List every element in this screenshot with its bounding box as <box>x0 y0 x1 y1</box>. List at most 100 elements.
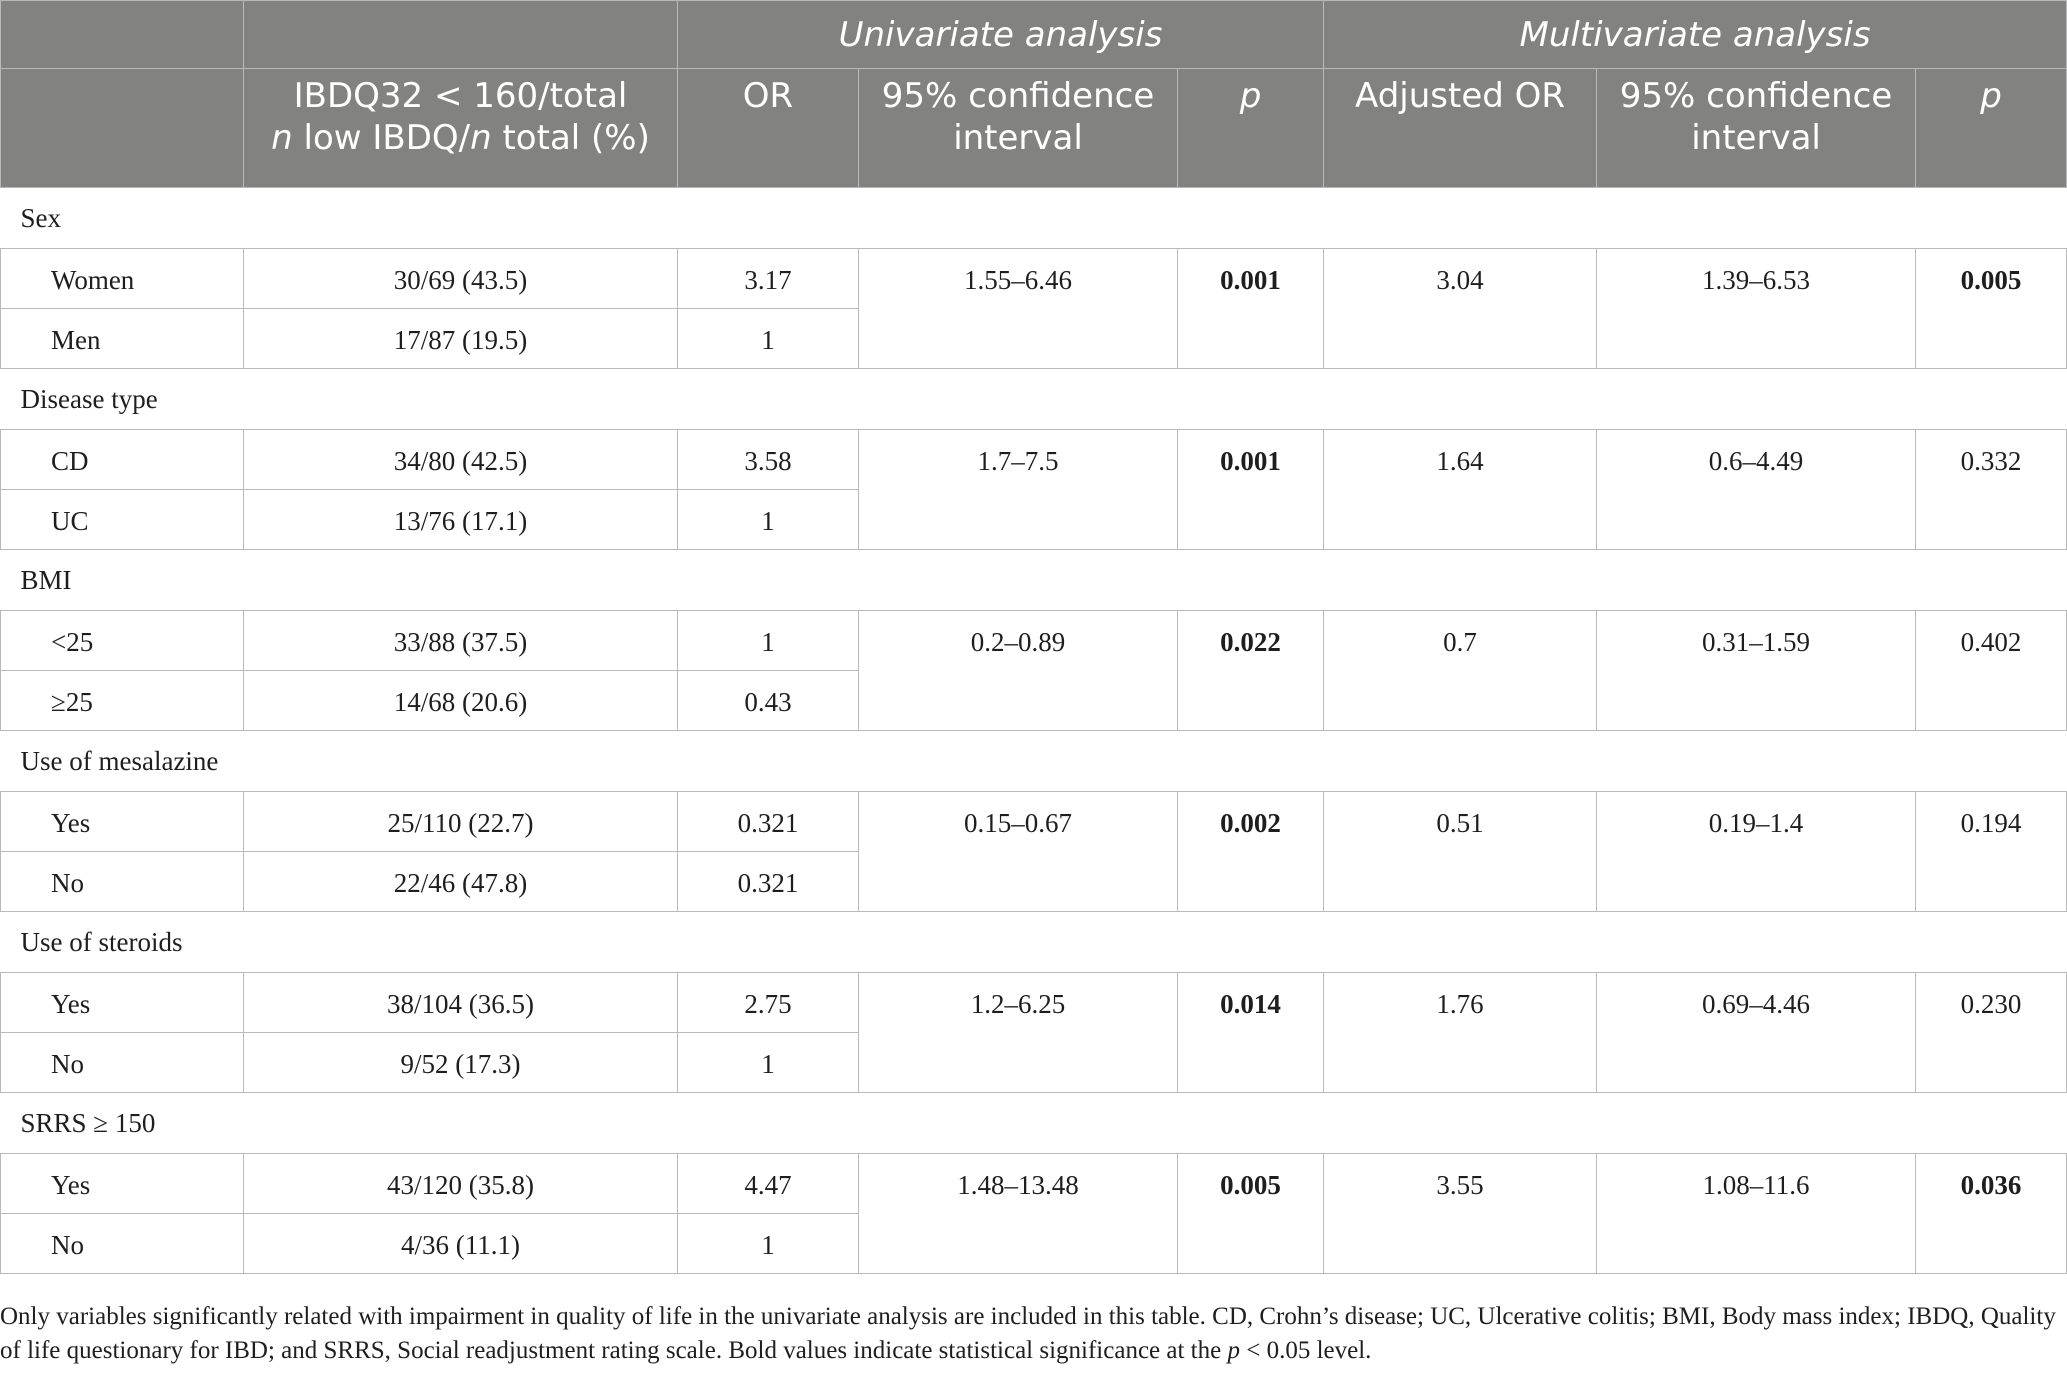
header-blank-1 <box>0 0 244 69</box>
adj-or-cell: 3.55 <box>1323 1153 1598 1274</box>
table-row: Women 30/69 (43.5) 3.17 1.55–6.46 0.001 3.04 1… <box>0 248 2067 369</box>
row-label: Yes <box>0 791 244 852</box>
row-label: ≥25 <box>0 670 244 731</box>
footnote-part2: < 0.05 level. <box>1239 1337 1372 1364</box>
or-cell: 1 <box>677 610 859 671</box>
p2-cell: 0.036 <box>1915 1153 2067 1274</box>
table-row: ≥25 14/68 (20.6) 0.43 <box>0 670 2067 731</box>
row-label: Women <box>0 248 244 309</box>
group-row: Use of steroids <box>0 911 2067 973</box>
group-row: SRRS ≥ 150 <box>0 1092 2067 1154</box>
ci2-cell: 1.08–11.6 <box>1596 1153 1917 1274</box>
table-row: <25 33/88 (37.5) 1 0.2–0.89 0.022 0.7 0.31–1.5… <box>0 610 2067 731</box>
header-univariate: Univariate analysis <box>676 0 1325 69</box>
header-ci-line2: interval <box>953 118 1083 158</box>
adj-or-cell: 1.76 <box>1323 972 1598 1093</box>
ci-cell: 1.48–13.48 <box>858 1153 1178 1274</box>
header-ci2-line2: interval <box>1691 118 1821 158</box>
ibdq-cell: 9/52 (17.3) <box>243 1032 678 1093</box>
group-label: Use of mesalazine <box>0 730 2067 792</box>
table-body: Sex Women 30/69 (43.5) 3.17 1.55–6.46 0.001 3.… <box>0 187 2067 1274</box>
ibdq-cell: 4/36 (11.1) <box>243 1213 678 1274</box>
or-cell: 1 <box>677 308 859 369</box>
or-cell: 4.47 <box>677 1153 859 1214</box>
ibdq-cell: 13/76 (17.1) <box>243 489 678 550</box>
row-label: CD <box>0 429 244 490</box>
p2-cell: 0.332 <box>1915 429 2067 550</box>
group-row: Disease type <box>0 368 2067 430</box>
ci-cell: 1.2–6.25 <box>858 972 1178 1093</box>
header-multivariate: Multivariate analysis <box>1323 0 2067 69</box>
p-cell: 0.001 <box>1176 429 1325 550</box>
or-cell: 0.321 <box>677 791 859 852</box>
ibdq-cell: 25/110 (22.7) <box>243 791 678 852</box>
header-ibdq-n1: n <box>271 118 293 158</box>
ibdq-cell: 14/68 (20.6) <box>243 670 678 731</box>
p-cell: 0.005 <box>1176 1153 1325 1274</box>
p2-cell: 0.402 <box>1915 610 2067 731</box>
table-row: No 22/46 (47.8) 0.321 <box>0 851 2067 912</box>
header-ci: 95% confidence interval <box>858 68 1178 188</box>
results-table: Univariate analysis Multivariate analysi… <box>0 0 2067 1274</box>
header-p2: p <box>1915 68 2067 188</box>
p-cell: 0.022 <box>1176 610 1325 731</box>
ci2-cell: 0.31–1.59 <box>1596 610 1917 731</box>
header-blank-3 <box>0 68 244 188</box>
group-label: Sex <box>0 187 2067 249</box>
ibdq-cell: 17/87 (19.5) <box>243 308 678 369</box>
header-ci2: 95% confidence interval <box>1596 68 1917 188</box>
group-row: BMI <box>0 549 2067 611</box>
row-label: Yes <box>0 1153 244 1214</box>
or-cell: 2.75 <box>677 972 859 1033</box>
or-cell: 3.17 <box>677 248 859 309</box>
group-row: Sex <box>0 187 2067 249</box>
row-label: Yes <box>0 972 244 1033</box>
ibdq-cell: 22/46 (47.8) <box>243 851 678 912</box>
ci-cell: 0.2–0.89 <box>858 610 1178 731</box>
header-ibdq: IBDQ32 < 160/total n low IBDQ/n total (%… <box>243 68 678 188</box>
adj-or-cell: 1.64 <box>1323 429 1598 550</box>
ibdq-cell: 33/88 (37.5) <box>243 610 678 671</box>
adj-or-cell: 0.51 <box>1323 791 1598 912</box>
group-label: SRRS ≥ 150 <box>0 1092 2067 1154</box>
header-row-2: IBDQ32 < 160/total n low IBDQ/n total (%… <box>0 68 2067 188</box>
header-ci-line1: 95% confidence <box>881 76 1155 116</box>
header-or: OR <box>677 68 859 188</box>
or-cell: 1 <box>677 489 859 550</box>
table-row: Yes 43/120 (35.8) 4.47 1.48–13.48 0.005 3.55 1… <box>0 1153 2067 1274</box>
ci2-cell: 1.39–6.53 <box>1596 248 1917 369</box>
ci-cell: 1.7–7.5 <box>858 429 1178 550</box>
footnote-part1: Only variables significantly related wit… <box>0 1303 2056 1364</box>
p-cell: 0.002 <box>1176 791 1325 912</box>
p-cell: 0.014 <box>1176 972 1325 1093</box>
p2-cell: 0.230 <box>1915 972 2067 1093</box>
or-cell: 0.43 <box>677 670 859 731</box>
table-row: CD 34/80 (42.5) 3.58 1.7–7.5 0.001 1.64 0.6–4.… <box>0 429 2067 550</box>
or-cell: 3.58 <box>677 429 859 490</box>
ibdq-cell: 38/104 (36.5) <box>243 972 678 1033</box>
row-label: <25 <box>0 610 244 671</box>
or-cell: 1 <box>677 1213 859 1274</box>
row-label: UC <box>0 489 244 550</box>
row-label: No <box>0 1213 244 1274</box>
adj-or-cell: 3.04 <box>1323 248 1598 369</box>
or-cell: 1 <box>677 1032 859 1093</box>
ibdq-cell: 30/69 (43.5) <box>243 248 678 309</box>
table-row: Yes 38/104 (36.5) 2.75 1.2–6.25 0.014 1.76 0.6… <box>0 972 2067 1093</box>
table-row: No 9/52 (17.3) 1 <box>0 1032 2067 1093</box>
header-adj-or: Adjusted OR <box>1323 68 1598 188</box>
table-row: No 4/36 (11.1) 1 <box>0 1213 2067 1274</box>
p2-cell: 0.005 <box>1915 248 2067 369</box>
header-blank-2 <box>243 0 678 69</box>
header-ibdq-n2: n <box>470 118 492 158</box>
ci2-cell: 0.19–1.4 <box>1596 791 1917 912</box>
row-label: No <box>0 1032 244 1093</box>
row-label: No <box>0 851 244 912</box>
row-label: Men <box>0 308 244 369</box>
header-p: p <box>1176 68 1325 188</box>
ci-cell: 1.55–6.46 <box>858 248 1178 369</box>
header-row-1: Univariate analysis Multivariate analysi… <box>0 0 2067 69</box>
ibdq-cell: 34/80 (42.5) <box>243 429 678 490</box>
table-row: Men 17/87 (19.5) 1 <box>0 308 2067 369</box>
footnote: Only variables significantly related wit… <box>0 1300 2060 1368</box>
